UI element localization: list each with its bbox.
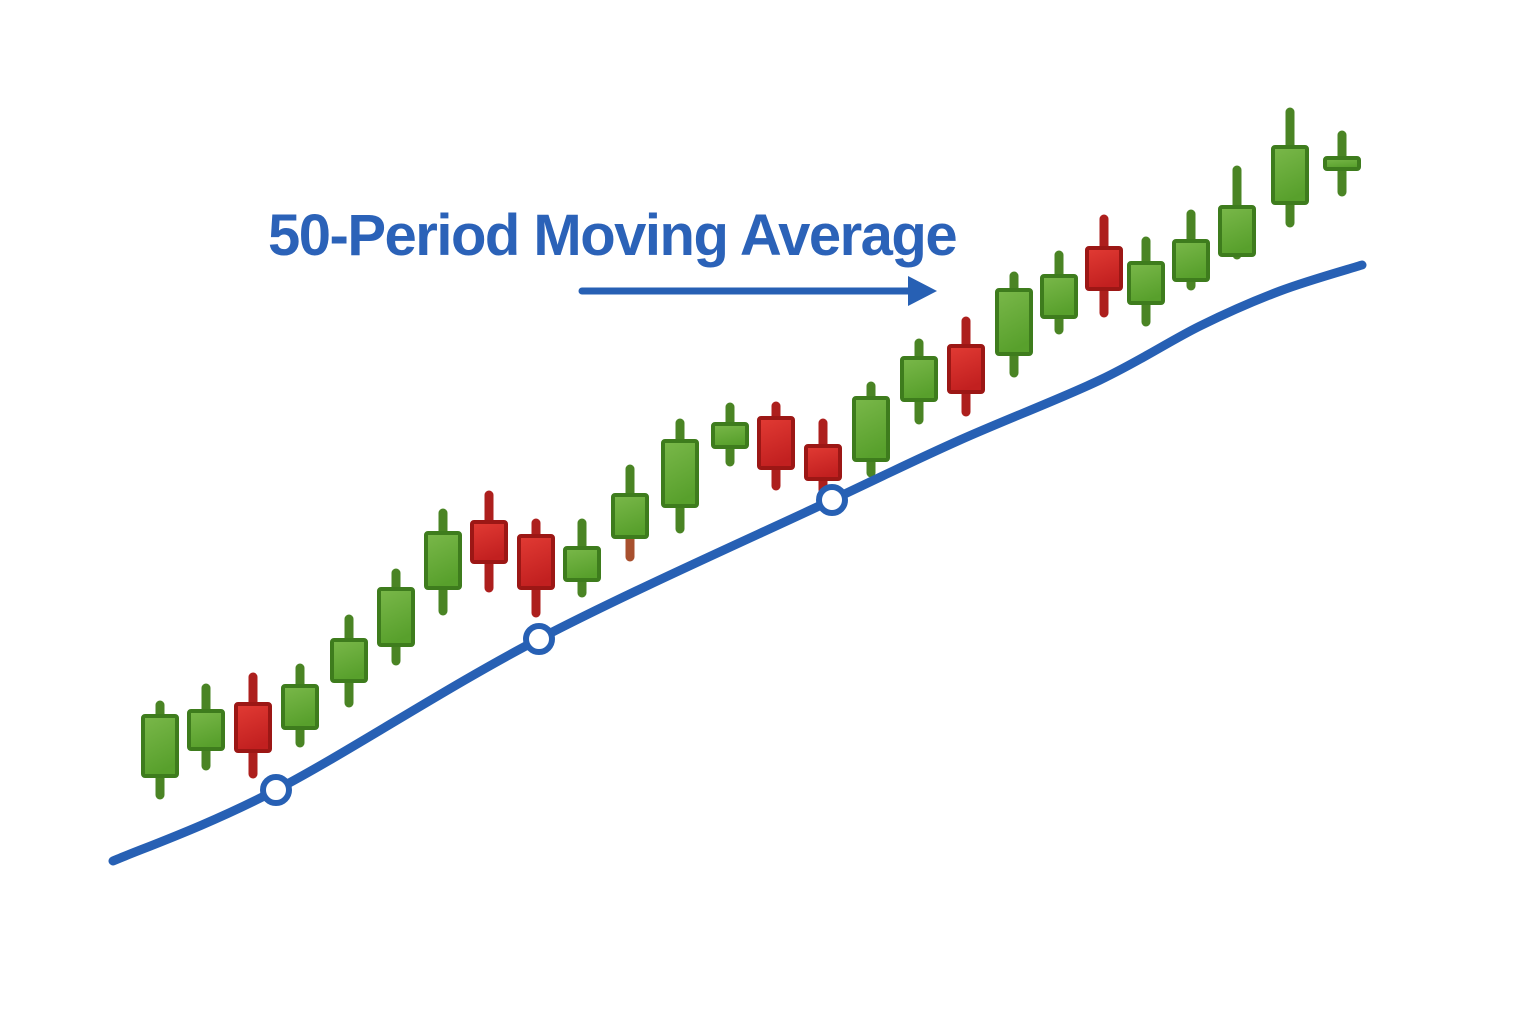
candle-14-red: [757, 401, 795, 491]
candle-body: [852, 396, 890, 462]
candles-group: [141, 107, 1361, 800]
candle-3-red: [234, 672, 272, 779]
ma-arrow-head: [908, 276, 937, 306]
ma-marker-3: [816, 484, 848, 516]
candle-body: [1127, 261, 1165, 305]
candle-26-green: [1323, 130, 1361, 197]
candle-body: [330, 638, 368, 683]
candle-body: [187, 709, 225, 751]
candle-24-green: [1218, 165, 1256, 260]
candle-body: [804, 444, 842, 481]
candle-body: [1085, 246, 1123, 291]
candle-body: [1323, 156, 1361, 171]
candle-body: [1040, 274, 1078, 319]
candle-body: [1172, 239, 1210, 282]
candle-body: [141, 714, 179, 778]
moving-average-line: [108, 260, 1367, 866]
candle-8-red: [470, 490, 508, 593]
candle-17-green: [900, 338, 938, 425]
candle-2-green: [187, 683, 225, 771]
candle-9-red: [517, 518, 555, 618]
candle-body: [661, 439, 699, 508]
candle-body: [470, 520, 508, 564]
candle-body: [611, 493, 649, 539]
candle-13-green: [711, 402, 749, 467]
ma-marker-2: [523, 623, 555, 655]
candle-22-green: [1127, 236, 1165, 327]
candle-body: [281, 684, 319, 730]
candle-body: [377, 587, 415, 647]
candle-6-green: [377, 568, 415, 666]
ma-annotation-label: 50-Period Moving Average: [268, 203, 958, 268]
candle-body: [1218, 205, 1256, 257]
candle-25-green: [1271, 107, 1309, 228]
ma-markers-group: [260, 484, 848, 806]
candle-body: [995, 288, 1033, 356]
candle-15-red: [804, 418, 842, 495]
candle-body: [711, 422, 749, 449]
candle-body: [757, 416, 795, 470]
candle-body: [947, 344, 985, 394]
candle-20-green: [1040, 250, 1078, 335]
candle-5-green: [330, 614, 368, 708]
candle-23-green: [1172, 209, 1210, 291]
candle-body: [900, 356, 938, 402]
candle-16-green: [852, 381, 890, 478]
candle-4-green: [281, 663, 319, 748]
candle-19-green: [995, 271, 1033, 378]
candle-body: [424, 531, 462, 590]
candle-21-red: [1085, 214, 1123, 318]
candle-12-green: [661, 418, 699, 534]
candle-body: [517, 534, 555, 590]
ma-marker-1: [260, 774, 292, 806]
candle-body: [234, 702, 272, 753]
ma-arrow: [578, 276, 937, 306]
candle-18-red: [947, 316, 985, 417]
candle-1-green: [141, 700, 179, 800]
candle-body: [563, 546, 601, 582]
candle-7-green: [424, 508, 462, 616]
candle-10-green: [563, 518, 601, 598]
candle-body: [1271, 145, 1309, 205]
candle-11-green: [611, 464, 649, 562]
